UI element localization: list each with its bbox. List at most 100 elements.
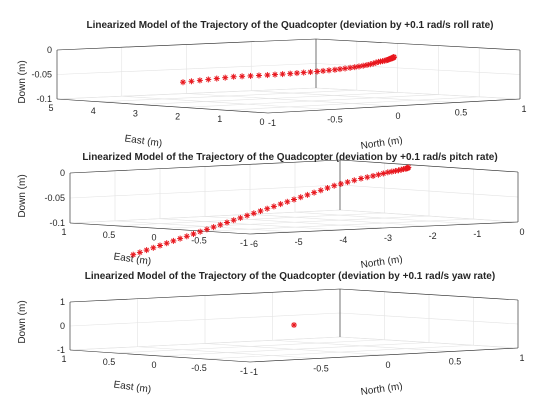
data-point [297, 194, 304, 201]
z-tick-label: 1 [60, 297, 65, 307]
axis-edge [56, 38, 317, 51]
data-point [224, 219, 230, 226]
grid-line-y [159, 342, 430, 357]
data-point [203, 226, 210, 233]
data-point [247, 72, 254, 79]
z-tick-label: -0.05 [44, 193, 65, 203]
y-tick-label: 1 [61, 227, 66, 237]
z-axis-label-yaw: Down (m) [17, 300, 28, 343]
y-tick-label: 3 [133, 109, 138, 119]
axis-edge [339, 159, 519, 173]
grid-line-y [159, 215, 430, 229]
data-point [311, 189, 318, 196]
data-point [196, 77, 203, 84]
data-point [380, 170, 387, 177]
y-tick-label: -0.5 [191, 363, 207, 373]
data-point [188, 78, 195, 85]
subplot-roll: Linearized Model of the Trajectory of th… [17, 20, 527, 152]
data-point [317, 187, 324, 194]
data-point [336, 66, 343, 73]
tick-labels-yaw: -1 -0.5 0 0.5 1-1-0.500.51-101 [57, 297, 525, 377]
data-point [180, 79, 186, 86]
y-tick-label: 2 [175, 111, 180, 121]
x-tick-label: 0 [519, 227, 524, 237]
tick-labels-roll: -1 -0.5 0 0.5 1 0 1 2 3 4 5-0.1 -0.05 0 [31, 45, 526, 128]
data-point [388, 168, 395, 175]
z-tick-label: -0.05 [31, 70, 52, 80]
data-point [250, 210, 257, 217]
data-point [320, 67, 327, 74]
series-pitch [130, 164, 412, 258]
data-point [222, 74, 229, 81]
data-point [331, 66, 338, 73]
data-point [170, 237, 177, 244]
axis-edge [69, 159, 341, 174]
grid-line-y [204, 344, 474, 360]
x-tick-label: 0 [395, 111, 400, 121]
data-point [183, 233, 190, 240]
tick-labels-pitch: -6 -5 -4 -3 -2 -1 0 -1 -0.5 0 0.5 1-0.1 -0.05 0 [44, 168, 524, 249]
y-axis-label-pitch: East (m) [113, 251, 152, 267]
chart-title-roll: Linearized Model of the Trajectory of th… [86, 20, 493, 31]
series-roll [180, 54, 397, 86]
data-point [326, 67, 333, 74]
data-point [271, 71, 278, 78]
data-point [364, 174, 371, 181]
z-tick-label: 0 [60, 321, 65, 331]
data-point [375, 171, 382, 178]
grid-line-y [114, 212, 385, 227]
axis-edge [56, 98, 269, 114]
data-point [351, 64, 358, 71]
data-point [360, 62, 367, 69]
series-yaw [291, 322, 297, 328]
grid-line-y [225, 96, 480, 111]
y-axis-label-yaw: East (m) [113, 379, 152, 395]
data-point [287, 70, 294, 77]
data-point [257, 208, 264, 214]
data-point [384, 169, 391, 176]
x-tick-label: 1 [519, 353, 524, 363]
grid-line-y [204, 218, 474, 232]
data-point [136, 249, 143, 256]
y-tick-label: 0 [259, 117, 264, 127]
axis-edge [69, 288, 341, 303]
data-point [279, 71, 286, 78]
x-tick-label: 0.5 [449, 357, 462, 367]
data-point [143, 247, 150, 254]
z-tick-label: -0.1 [49, 218, 65, 228]
data-point [358, 175, 364, 182]
y-tick-label: 0 [151, 233, 156, 243]
data-point [405, 164, 412, 171]
y-tick-label: 4 [91, 106, 96, 116]
data-point [342, 65, 349, 72]
axis-edge [69, 222, 251, 235]
data-point [351, 177, 358, 184]
data-point [210, 224, 217, 231]
x-tick-label: -6 [250, 239, 258, 249]
x-tick-label: -5 [295, 237, 303, 247]
axes-box-yaw [69, 288, 519, 363]
data-point [177, 235, 184, 242]
data-point [230, 217, 237, 224]
x-tick-label: 0 [385, 360, 390, 370]
data-point [244, 212, 251, 219]
z-tick-label: 0 [47, 45, 52, 55]
x-tick-label: -4 [339, 235, 347, 245]
x-tick-label: 1 [521, 104, 526, 114]
data-point [304, 191, 311, 198]
data-point [331, 182, 338, 189]
data-point [293, 70, 300, 77]
axis-edge [267, 98, 521, 114]
x-tick-label: -3 [384, 233, 392, 243]
y-tick-label: -1 [240, 238, 248, 248]
data-point [150, 244, 157, 251]
data-point [291, 196, 297, 203]
data-point [264, 205, 271, 212]
data-point [130, 251, 137, 258]
x-tick-label: 0.5 [455, 108, 468, 118]
x-tick-label: -0.5 [327, 115, 343, 125]
data-point [324, 185, 331, 191]
axis-edge [69, 349, 251, 363]
